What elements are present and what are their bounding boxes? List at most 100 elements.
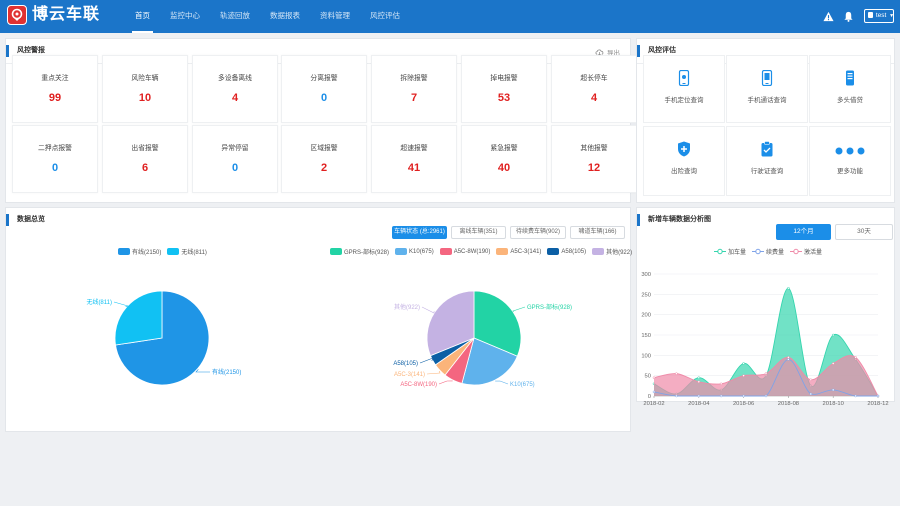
legend-item[interactable]: 无线(811) [167, 247, 207, 256]
risk-item-insurance[interactable]: 出险查询 [643, 126, 725, 196]
legend-swatch [167, 248, 180, 255]
alarm-card[interactable]: 其他报警 12 [551, 125, 637, 193]
data-point[interactable] [742, 374, 745, 377]
legend-item[interactable]: 有线(2150) [118, 247, 161, 256]
alarm-card-label: 超速报警 [400, 145, 428, 152]
risk-item-label: 更多功能 [837, 168, 863, 175]
pie-slice[interactable] [114, 290, 163, 346]
data-point[interactable] [652, 376, 656, 379]
bell-icon[interactable] [843, 11, 854, 22]
data-point[interactable] [831, 362, 835, 365]
data-point[interactable] [697, 394, 701, 398]
alarm-card[interactable]: 超长停车 4 [551, 55, 637, 123]
data-point[interactable] [809, 378, 813, 381]
data-point[interactable] [697, 380, 701, 384]
risk-item-label: 手机通话查询 [747, 97, 787, 104]
legend-item[interactable]: 其他(922) [592, 247, 632, 256]
data-point[interactable] [675, 394, 678, 398]
data-point[interactable] [764, 394, 768, 398]
legend-item[interactable]: 续费量 [752, 247, 784, 256]
alarm-card-label: 二押点报警 [38, 145, 72, 152]
risk-item-more[interactable]: 更多功能 [809, 126, 891, 196]
legend-item[interactable]: A5C-8W(190) [439, 248, 491, 255]
pie-slice[interactable] [426, 290, 475, 357]
data-point[interactable] [652, 390, 656, 394]
alarm-card[interactable]: 风险车辆 10 [102, 55, 188, 123]
x-tick-label: 2018-08 [778, 401, 799, 407]
alarm-card[interactable]: 分离报警 0 [281, 55, 367, 123]
y-tick-label: 0 [648, 394, 651, 400]
warning-icon[interactable] [823, 11, 834, 22]
nav-item-data-management[interactable]: 资料管理 [320, 11, 350, 20]
legend-item[interactable]: 激活量 [790, 247, 822, 256]
risk-item-multi-loan[interactable]: 多头借贷 [809, 55, 891, 123]
nav-item-reports[interactable]: 数据报表 [270, 11, 300, 20]
data-point[interactable] [831, 388, 835, 392]
data-point[interactable] [809, 392, 813, 396]
legend-swatch [395, 248, 408, 255]
user-menu[interactable]: test ▼ [864, 9, 894, 23]
data-point[interactable] [876, 394, 880, 398]
alarm-card[interactable]: 紧急报警 40 [461, 125, 547, 193]
pie-label-line [438, 380, 453, 385]
alarm-card-value: 10 [138, 92, 152, 104]
data-point[interactable] [742, 394, 745, 398]
tab-12-months[interactable]: 12个月 [776, 224, 831, 240]
legend-item[interactable]: A5C-3(141) [496, 248, 541, 255]
legend-item[interactable]: GPRS-部标(928) [330, 247, 389, 256]
alarm-card[interactable]: 区域报警 2 [281, 125, 367, 193]
filter-other-vehicles[interactable]: 啸道车辆(166) [570, 226, 625, 239]
pie-slice[interactable] [461, 337, 518, 386]
risk-item-phone-call[interactable]: 手机通话查询 [726, 55, 808, 123]
alarm-card-label: 风险车辆 [131, 75, 159, 82]
legend-label: A5C-8W(190) [453, 248, 491, 255]
legend-item[interactable]: 加车量 [714, 247, 746, 256]
data-point[interactable] [719, 394, 723, 398]
alarm-card-label: 出省报警 [131, 145, 159, 152]
risk-item-phone-location[interactable]: 手机定位查询 [643, 55, 725, 123]
filter-offline-vehicles[interactable]: 离线车辆(351) [451, 226, 506, 239]
nav-item-track-replay[interactable]: 轨迹回放 [220, 11, 250, 20]
data-point[interactable] [831, 333, 835, 337]
data-point[interactable] [697, 376, 701, 379]
alarm-card[interactable]: 二押点报警 0 [12, 125, 98, 193]
filter-renewal-vehicles[interactable]: 待续费车辆(902) [510, 226, 566, 239]
data-point[interactable] [742, 362, 745, 365]
filter-vehicle-status[interactable]: 车辆状态 (总:2961) [392, 226, 447, 239]
alarm-card[interactable]: 多设备离线 4 [192, 55, 278, 123]
risk-item-label: 行驶证查询 [750, 168, 784, 175]
data-point[interactable] [787, 356, 790, 359]
data-point[interactable] [719, 382, 723, 386]
pie-slice[interactable] [473, 290, 522, 357]
alarm-card[interactable]: 掉电报警 53 [461, 55, 547, 123]
legend-label: K10(675) [409, 248, 434, 255]
tab-30-days[interactable]: 30天 [835, 224, 893, 240]
legend-item[interactable]: K10(675) [395, 248, 434, 255]
data-point[interactable] [854, 394, 857, 398]
data-point[interactable] [764, 372, 768, 375]
nav-item-monitor[interactable]: 监控中心 [170, 11, 200, 20]
top-bar: 博云车联 首页 监控中心 轨迹回放 数据报表 资料管理 风控评估 test ▼ [0, 0, 900, 33]
alarm-card[interactable]: 异常停留 0 [192, 125, 278, 193]
alarm-card[interactable]: 出省报警 6 [102, 125, 188, 193]
legend-label: A5C-3(141) [510, 248, 542, 255]
alarm-card[interactable]: 超速报警 41 [371, 125, 457, 193]
alarm-card-value: 12 [587, 162, 601, 174]
risk-item-label: 出险查询 [671, 168, 697, 175]
legend-line-icon [752, 248, 765, 255]
legend-swatch [592, 248, 605, 255]
pie-slice-label: 无线(811) [86, 298, 112, 306]
nav-item-risk-assessment[interactable]: 风控评估 [370, 11, 400, 20]
alarm-card[interactable]: 重点关注 99 [12, 55, 98, 123]
data-point[interactable] [675, 372, 678, 375]
data-point[interactable] [787, 286, 790, 290]
risk-item-license[interactable]: 行驶证查询 [726, 126, 808, 196]
nav-item-home[interactable]: 首页 [128, 0, 157, 33]
legend-label: A58(105) [561, 248, 587, 255]
risk-item-label: 手机定位查询 [664, 97, 704, 104]
legend-swatch [547, 248, 560, 255]
data-point[interactable] [854, 356, 857, 359]
legend-item[interactable]: A58(105) [547, 248, 586, 255]
alarm-card[interactable]: 拆除报警 7 [371, 55, 457, 123]
data-point[interactable] [787, 358, 790, 361]
